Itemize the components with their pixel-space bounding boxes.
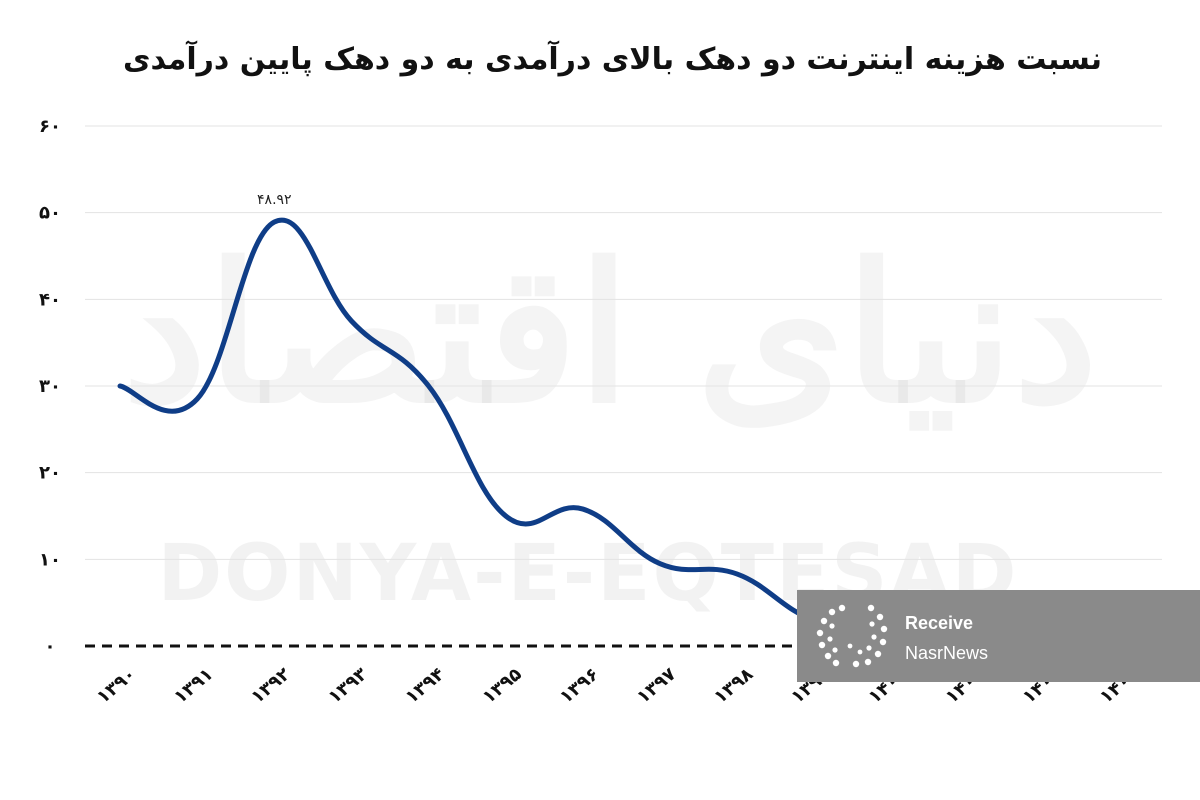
y-tick-label: ۴۰ — [39, 289, 61, 310]
badge-background — [797, 590, 1200, 682]
receive-badge[interactable]: Receive NasrNews — [797, 590, 1200, 682]
y-tick-label: ۲۰ — [39, 463, 61, 484]
badge-nasrnews-text: NasrNews — [905, 643, 988, 663]
y-tick-label: ۱۰ — [39, 549, 61, 570]
badge-receive-text: Receive — [905, 613, 973, 633]
y-tick-label: ۰ — [45, 636, 56, 657]
y-axis-ticks: ۰ ۱۰ ۲۰ ۳۰ ۴۰ ۵۰ ۶۰ — [39, 116, 61, 657]
x-tick-label: ۱۳۹۴ — [401, 664, 448, 708]
grid — [85, 125, 1162, 648]
x-tick-label: ۱۳۹۲ — [247, 664, 294, 708]
watermark-farsi: دنیای اقتصاد — [122, 222, 1098, 445]
x-tick-label: ۱۳۹۱ — [170, 664, 217, 708]
data-label: ۴۸.۹۲ — [257, 192, 292, 208]
y-tick-label: ۵۰ — [39, 203, 61, 224]
y-tick-label: ۶۰ — [39, 116, 61, 137]
x-tick-label: ۱۳۹۳ — [324, 664, 371, 708]
y-tick-label: ۳۰ — [39, 376, 61, 397]
x-tick-label: ۱۳۹۶ — [556, 664, 603, 708]
x-tick-label: ۱۳۹۵ — [479, 664, 526, 708]
nasrnews-logo-icon — [816, 604, 888, 668]
chart-title: نسبت هزینه اینترنت دو دهک بالای درآمدی ب… — [122, 42, 1103, 77]
x-tick-label: ۱۳۹۰ — [93, 664, 140, 708]
x-tick-label: ۱۳۹۸ — [710, 664, 757, 708]
watermark: دنیای اقتصاد DONYA-E-EQTESAD — [122, 222, 1098, 619]
x-tick-label: ۱۳۹۷ — [633, 664, 680, 708]
